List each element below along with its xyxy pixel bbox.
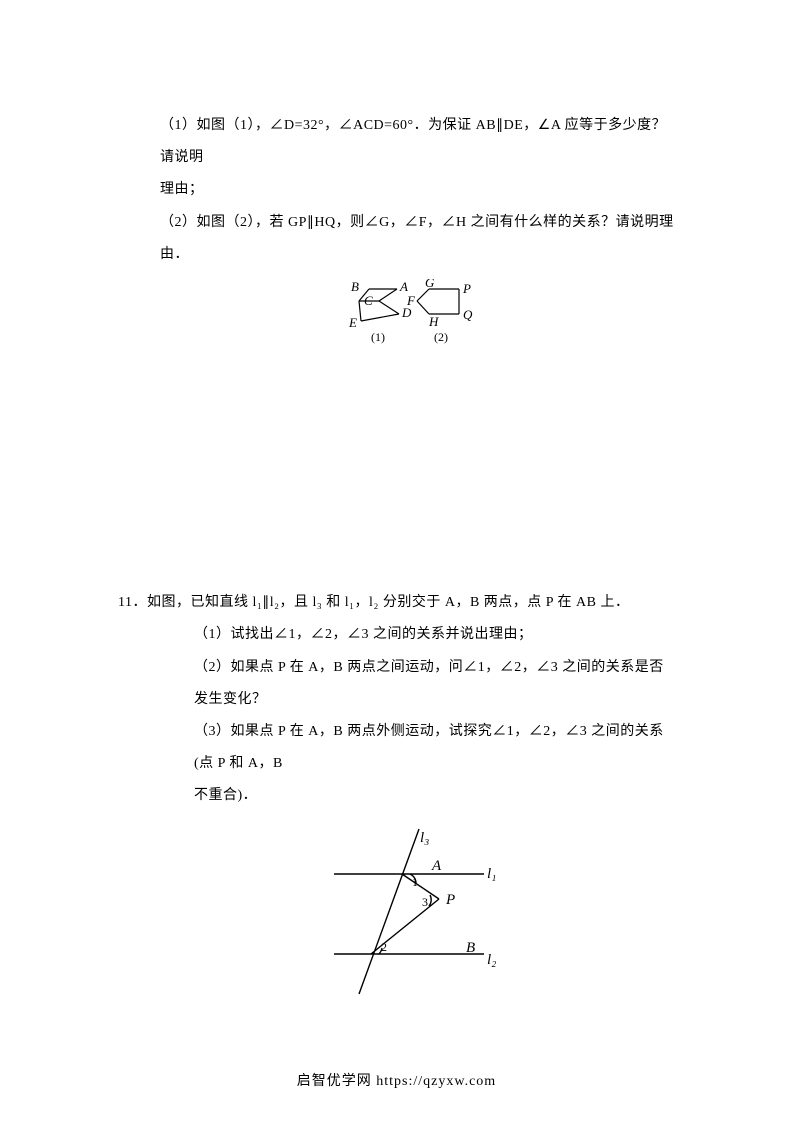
- q10-part1: （1）如图（1），∠D=32°，∠ACD=60°．为保证 AB∥DE，∠A 应等…: [160, 110, 678, 174]
- q10-part2: （2）如图（2），若 GP∥HQ，则∠G，∠F，∠H 之间有什么样的关系？请说明…: [160, 207, 678, 271]
- d2-n3: 3: [422, 895, 428, 909]
- d2-l1: l₁: [487, 866, 496, 882]
- d1-A: A: [399, 279, 408, 294]
- d1-B: B: [351, 279, 359, 294]
- d1-P: P: [462, 281, 471, 296]
- d2-P: P: [445, 892, 455, 908]
- diagram1-container: B A C D E F G P H Q (1) (2): [160, 279, 678, 367]
- d1-Q: Q: [463, 307, 473, 322]
- d2-A: A: [431, 858, 442, 874]
- q11-head: 11．如图，已知直线 l₁∥l₂，且 l₃ 和 l₁，l₂ 分别交于 A，B 两…: [118, 587, 678, 619]
- d2-l2: l₂: [487, 952, 496, 968]
- q11-s2: （2）如果点 P 在 A，B 两点之间运动，问∠1，∠2，∠3 之间的关系是否发…: [160, 652, 678, 716]
- d1-F: F: [406, 293, 416, 308]
- diagram1-svg: B A C D E F G P H Q (1) (2): [329, 279, 509, 354]
- d1-cap1: (1): [371, 330, 385, 344]
- diagram2-container: l₃ A l₁ P B l₂ 1 3 2: [160, 824, 678, 1017]
- d1-G: G: [425, 279, 435, 290]
- diagram2-svg: l₃ A l₁ P B l₂ 1 3 2: [324, 824, 514, 1004]
- d1-C: C: [364, 293, 373, 308]
- d2-n1: 1: [412, 875, 418, 889]
- d1-H: H: [428, 314, 439, 329]
- d1-cap2: (2): [434, 330, 448, 344]
- d1-E: E: [348, 315, 357, 330]
- q11-s1: （1）试找出∠1，∠2，∠3 之间的关系并说出理由；: [160, 619, 678, 651]
- d2-n2: 2: [381, 940, 387, 954]
- footer-text: 启智优学网 https://qzyxw.com: [0, 1070, 793, 1090]
- q11-s3b: 不重合)．: [160, 780, 678, 812]
- d2-l3: l₃: [420, 830, 429, 846]
- q11-s3a: （3）如果点 P 在 A，B 两点外侧运动，试探究∠1，∠2，∠3 之间的关系(…: [160, 716, 678, 780]
- q10-part1b: 理由；: [160, 174, 678, 206]
- d2-B: B: [466, 940, 475, 956]
